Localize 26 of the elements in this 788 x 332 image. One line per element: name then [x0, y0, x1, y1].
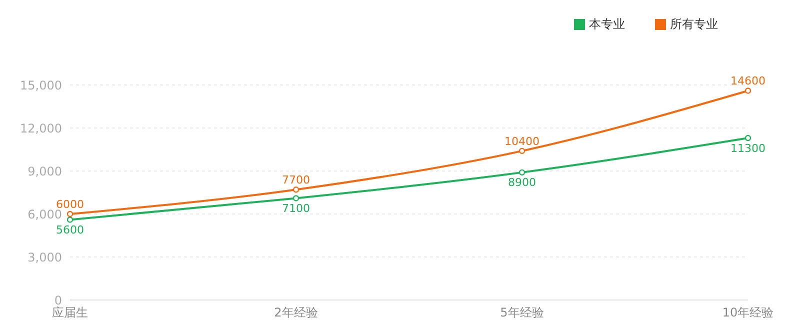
point [292, 186, 300, 193]
y-tick-label: 9,000 [28, 164, 62, 178]
data-label: 11300 [730, 142, 766, 155]
x-tick-label: 应届生 [52, 306, 88, 320]
data-label: 5600 [56, 224, 84, 237]
y-tick-label: 3,000 [28, 250, 62, 264]
point [66, 216, 74, 223]
y-tick-label: 15,000 [20, 78, 62, 92]
point [744, 88, 752, 94]
x-tick-label: 10年经验 [722, 306, 774, 320]
point [518, 169, 526, 176]
point [744, 134, 752, 142]
data-label: 7100 [282, 202, 310, 216]
legend-label: 本专业 [589, 17, 625, 31]
data-label: 7700 [282, 174, 310, 187]
data-label: 10400 [504, 134, 540, 148]
x-tick-label: 2年经验 [274, 306, 318, 320]
x-tick-label: 5年经验 [500, 306, 544, 320]
point [292, 195, 300, 202]
y-tick-label: 0 [54, 293, 62, 308]
data-label: 8900 [508, 176, 536, 190]
y-tick-label: 12,000 [20, 121, 62, 136]
data-label: 14600 [730, 74, 766, 88]
point [518, 148, 526, 154]
legend-label: 所有专业 [670, 17, 718, 31]
point [66, 210, 74, 218]
